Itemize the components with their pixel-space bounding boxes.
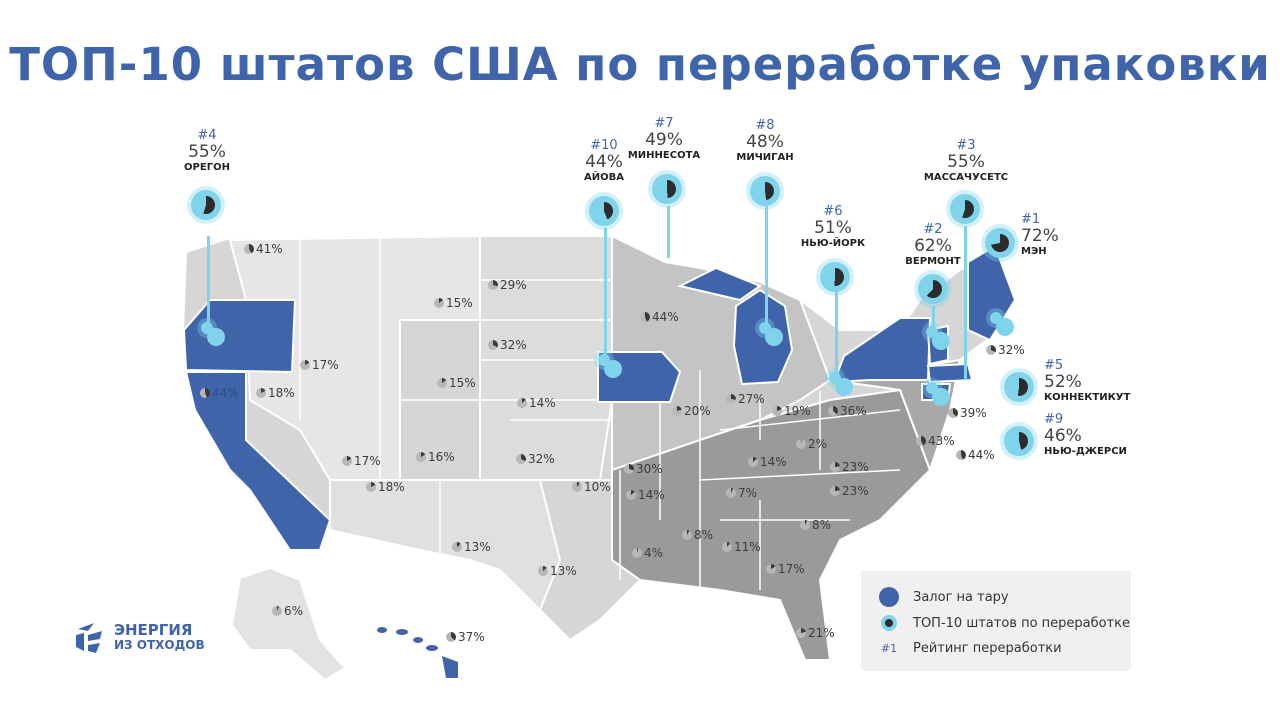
region-southeast bbox=[611, 388, 932, 661]
rate-northcarolina: 23% bbox=[830, 484, 869, 498]
rate-westvirginia: 2% bbox=[796, 437, 827, 451]
pin-line-massachusetts bbox=[964, 226, 967, 380]
rate-newhampshire: 32% bbox=[986, 343, 1025, 357]
rate-washington: 41% bbox=[244, 242, 283, 256]
marker-vermont bbox=[918, 274, 948, 304]
legend: Залог на тару ТОП-10 штатов по переработ… bbox=[861, 571, 1131, 671]
rate-arizona: 18% bbox=[366, 480, 405, 494]
marker-vermont-dot bbox=[926, 326, 950, 350]
rate-kansas: 32% bbox=[516, 452, 555, 466]
rate-illinois: 20% bbox=[672, 404, 711, 418]
pin-line-newyork bbox=[835, 292, 838, 376]
marker-iowa-dot bbox=[598, 354, 622, 378]
rate-tennessee: 7% bbox=[726, 486, 757, 500]
rate-alaska: 6% bbox=[272, 604, 303, 618]
marker-newyork-dot bbox=[829, 372, 853, 396]
legend-top10: ТОП-10 штатов по переработке bbox=[879, 615, 1130, 631]
logo-text: ЭНЕРГИЯ ИЗ ОТХОДОВ bbox=[114, 621, 205, 653]
callout-maine: #1 72% МЭН bbox=[1021, 212, 1059, 257]
rate-indiana: 27% bbox=[726, 392, 765, 406]
marker-maine bbox=[985, 228, 1015, 258]
rate-california: 44% bbox=[200, 386, 239, 400]
rank-swatch: #1 bbox=[880, 642, 898, 655]
rate-northdakota: 29% bbox=[488, 278, 527, 292]
state-oregon bbox=[182, 299, 297, 374]
legend-deposit: Залог на тару bbox=[879, 587, 1009, 607]
pin-line-oregon bbox=[207, 236, 210, 328]
rate-delaware: 43% bbox=[916, 434, 955, 448]
rate-florida: 21% bbox=[796, 626, 835, 640]
callout-newjersey: #9 46% НЬЮ-ДЖЕРСИ bbox=[1044, 412, 1127, 457]
rate-oregon-small: 17% bbox=[300, 358, 339, 372]
rate-louisiana: 4% bbox=[632, 546, 663, 560]
callout-minnesota: #7 49% МИННЕСОТА bbox=[627, 116, 701, 161]
state-massachusetts bbox=[926, 362, 974, 384]
marker-minnesota bbox=[652, 174, 682, 204]
state-alaska bbox=[230, 566, 347, 682]
rate-arkansas: 14% bbox=[626, 488, 665, 502]
marker-oregon-dot bbox=[201, 322, 225, 346]
page-title: ТОП-10 штатов США по переработке упаковк… bbox=[9, 38, 1271, 91]
marker-maine-dot bbox=[990, 312, 1014, 336]
rate-wyoming: 15% bbox=[437, 376, 476, 390]
rate-hawaii: 37% bbox=[446, 630, 485, 644]
callout-vermont: #2 62% ВЕРМОНТ bbox=[905, 222, 961, 267]
rate-southcarolina: 8% bbox=[800, 518, 831, 532]
rate-missouri: 30% bbox=[624, 462, 663, 476]
rate-southdakota: 32% bbox=[488, 338, 527, 352]
rate-ohio: 19% bbox=[772, 404, 811, 418]
rate-utah: 17% bbox=[342, 454, 381, 468]
marker-connecticut bbox=[1004, 372, 1034, 402]
rate-georgia: 17% bbox=[766, 562, 805, 576]
pin-line-michigan bbox=[765, 206, 768, 328]
marker-oregon bbox=[191, 190, 221, 220]
marker-massachusetts bbox=[950, 194, 980, 224]
rate-nevada: 18% bbox=[256, 386, 295, 400]
rate-virginia: 23% bbox=[830, 460, 869, 474]
callout-newyork: #6 51% НЬЮ-ЙОРК bbox=[800, 204, 866, 249]
state-michigan-up bbox=[677, 266, 763, 302]
marker-ct-dot bbox=[926, 382, 950, 406]
rate-oklahoma: 10% bbox=[572, 480, 611, 494]
marker-newjersey bbox=[1004, 426, 1034, 456]
rate-kentucky: 14% bbox=[748, 455, 787, 469]
top10-swatch bbox=[881, 615, 897, 631]
pin-line-minnesota bbox=[667, 206, 670, 258]
region-central bbox=[479, 235, 613, 481]
pin-line-iowa bbox=[604, 228, 607, 360]
rate-texas: 13% bbox=[538, 564, 577, 578]
state-hawaii bbox=[377, 627, 458, 678]
callout-oregon: #4 55% ОРЕГОН bbox=[184, 128, 230, 173]
state-california bbox=[184, 371, 332, 551]
rate-pennsylvania: 36% bbox=[828, 404, 867, 418]
marker-michigan-dot bbox=[759, 322, 783, 346]
callout-michigan: #8 48% МИЧИГАН bbox=[736, 118, 794, 163]
rate-wisconsin: 44% bbox=[640, 310, 679, 324]
marker-iowa bbox=[589, 196, 619, 226]
rate-nebraska: 14% bbox=[517, 396, 556, 410]
rate-colorado: 16% bbox=[416, 450, 455, 464]
marker-michigan bbox=[750, 176, 780, 206]
rate-newmexico: 13% bbox=[452, 540, 491, 554]
rate-idaho: 15% bbox=[434, 296, 473, 310]
callout-connecticut: #5 52% КОННЕКТИКУТ bbox=[1044, 358, 1131, 403]
logo: ЭНЕРГИЯ ИЗ ОТХОДОВ bbox=[74, 621, 205, 655]
recycle-logo-icon bbox=[76, 623, 102, 653]
callout-massachusetts: #3 55% МАССАЧУСЕТС bbox=[923, 138, 1009, 183]
callout-iowa: #10 44% АЙОВА bbox=[584, 138, 624, 183]
region-southwest bbox=[329, 479, 562, 612]
rate-alabama: 11% bbox=[722, 540, 761, 554]
rate-mississippi: 8% bbox=[682, 528, 713, 542]
state-michigan bbox=[732, 288, 794, 386]
rate-rhodeisland: 39% bbox=[948, 406, 987, 420]
rate-maryland: 44% bbox=[956, 448, 995, 462]
marker-newyork bbox=[820, 262, 850, 292]
deposit-swatch bbox=[879, 587, 899, 607]
legend-ranking: #1 Рейтинг переработки bbox=[880, 641, 1062, 656]
pin-line-vermont bbox=[932, 306, 935, 332]
